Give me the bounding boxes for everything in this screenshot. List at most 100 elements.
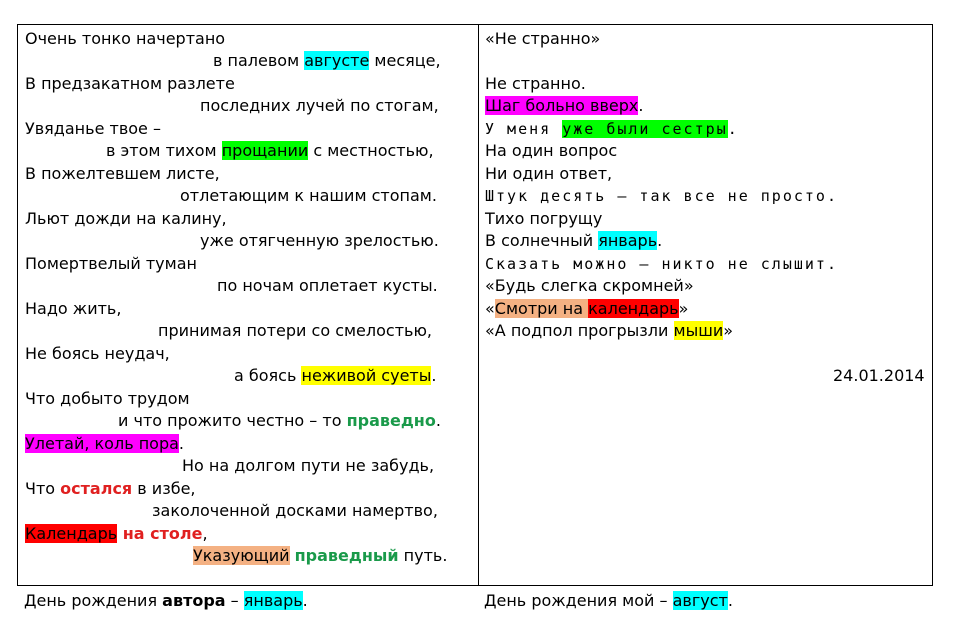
line-text: Не странно.: [485, 74, 586, 93]
highlight-word: январь: [243, 591, 303, 610]
line-text: Что: [25, 479, 61, 498]
line-text: .: [435, 411, 441, 430]
line-text: .: [727, 120, 739, 138]
line-text: В пожелтевшем листе,: [25, 164, 220, 183]
line-text: Что добыто трудом: [25, 389, 190, 408]
line-text: .: [431, 366, 437, 385]
line-text: с местностью,: [308, 141, 434, 160]
line-text: »: [723, 321, 734, 340]
line-text: Очень тонко начертано: [25, 29, 226, 48]
poem-line: Очень тонко начертано: [25, 28, 225, 50]
poem-line: Не боясь неудач,: [25, 343, 170, 365]
poem-date: 24.01.2014: [833, 365, 925, 387]
line-text: »: [678, 299, 689, 318]
poem-line: Сказать можно – никто не слышит.: [485, 253, 838, 275]
line-text: Помертвелый туман: [25, 254, 197, 273]
poem-line: Календарь на столе,: [25, 523, 208, 545]
line-text: В предзакатном разлете: [25, 74, 235, 93]
highlight-word: уже были сестры: [562, 120, 728, 138]
emphasis-word: автора: [162, 591, 226, 610]
line-text: заколоченной досками намертво,: [152, 501, 438, 520]
line-text: День рождения: [24, 591, 163, 610]
highlight-word: август: [672, 591, 728, 610]
line-text: День рождения мой –: [484, 591, 673, 610]
poem-line: В пожелтевшем листе,: [25, 163, 220, 185]
poem-line: Помертвелый туман: [25, 253, 197, 275]
poem-line: Что добыто трудом: [25, 388, 190, 410]
poem-line: Ни один ответ,: [485, 163, 612, 185]
line-text: –: [225, 591, 244, 610]
highlight-word: Календарь: [25, 524, 118, 543]
poem-line: Что остался в избе,: [25, 478, 196, 500]
line-text: отлетающим к нашим стопам.: [180, 186, 437, 205]
poem-line: Льют дожди на калину,: [25, 208, 227, 230]
poem-line: заколоченной досками намертво,: [152, 500, 438, 522]
line-text: Не боясь неудач,: [25, 344, 170, 363]
line-text: и что прожито честно – то: [118, 411, 347, 430]
highlight-word: неживой суеты: [301, 366, 432, 385]
title-text: «Не странно»: [485, 29, 601, 48]
poem-line: по ночам оплетает кусты.: [217, 275, 438, 297]
highlight-word: Улетай, коль пора: [25, 434, 179, 453]
poem-line: В предзакатном разлете: [25, 73, 235, 95]
poem-line: В солнечный январь.: [485, 230, 662, 252]
poem-line: в палевом августе месяце,: [213, 50, 441, 72]
line-text: .: [302, 591, 308, 610]
highlight-word: Шаг больно вверх: [485, 96, 639, 115]
line-text: а боясь: [234, 366, 302, 385]
poem-line: Не странно.: [485, 73, 586, 95]
poem-line: отлетающим к нашим стопам.: [180, 185, 437, 207]
line-text: Льют дожди на калину,: [25, 209, 227, 228]
line-text: месяце,: [369, 51, 441, 70]
line-text: «: [485, 299, 495, 318]
poem-line: уже отягченную зрелостью.: [200, 230, 439, 252]
poem-line: Но на долгом пути не забудь,: [182, 455, 434, 477]
highlight-word: Смотри на: [494, 299, 589, 318]
poem-line: в этом тихом прощании с местностью,: [106, 140, 434, 162]
poem-line: последних лучей по стогам,: [200, 95, 439, 117]
line-text: последних лучей по стогам,: [200, 96, 439, 115]
line-text: .: [638, 96, 644, 115]
poem-line: Улетай, коль пора.: [25, 433, 184, 455]
poem-line: Тихо погрущу: [485, 208, 602, 230]
poem-line: а боясь неживой суеты.: [234, 365, 436, 387]
poem-line: Надо жить,: [25, 298, 121, 320]
emphasis-word: праведный: [294, 546, 399, 565]
poem-line: «Будь слегка скромней»: [485, 275, 694, 297]
line-text: уже отягченную зрелостью.: [200, 231, 439, 250]
emphasis-word: праведно: [346, 411, 436, 430]
line-text: У меня: [485, 120, 563, 138]
line-text: в палевом: [213, 51, 305, 70]
line-text: Увяданье твое –: [25, 119, 161, 138]
poem-line: Шаг больно вверх.: [485, 95, 643, 117]
emphasis-word: на столе: [117, 524, 203, 543]
footer-left: День рождения автора – январь.: [24, 590, 308, 612]
poem-line: На один вопрос: [485, 140, 617, 162]
line-text: Штук десять – так все не просто.: [485, 187, 838, 205]
emphasis-word: остался: [60, 479, 133, 498]
line-text: по ночам оплетает кусты.: [217, 276, 438, 295]
date-text: 24.01.2014: [833, 366, 925, 385]
line-text: Но на долгом пути не забудь,: [182, 456, 435, 475]
line-text: .: [657, 231, 663, 250]
line-text: «Будь слегка скромней»: [485, 276, 694, 295]
line-text: .: [727, 591, 733, 610]
highlight-word: августе: [304, 51, 370, 70]
highlight-word: календарь: [588, 299, 679, 318]
line-text: Ни один ответ,: [485, 164, 613, 183]
line-text: в избе,: [132, 479, 196, 498]
highlight-word: январь: [598, 231, 658, 250]
poem-line: «А подпол прогрызли мыши»: [485, 320, 733, 342]
poem-title: «Не странно»: [485, 28, 600, 50]
poem-line: и что прожито честно – то праведно.: [118, 410, 441, 432]
poem-line: принимая потери со смелостью,: [158, 320, 432, 342]
column-divider: [478, 25, 479, 585]
line-text: «А подпол прогрызли: [485, 321, 674, 340]
highlight-word: Указующий: [193, 546, 290, 565]
poem-line: Указующий праведный путь.: [193, 545, 447, 567]
poem-line: «Смотри на календарь»: [485, 298, 688, 320]
line-text: в этом тихом: [106, 141, 222, 160]
line-text: .: [178, 434, 185, 453]
poem-line: У меня уже были сестры.: [485, 118, 739, 140]
highlight-word: прощании: [221, 141, 309, 160]
